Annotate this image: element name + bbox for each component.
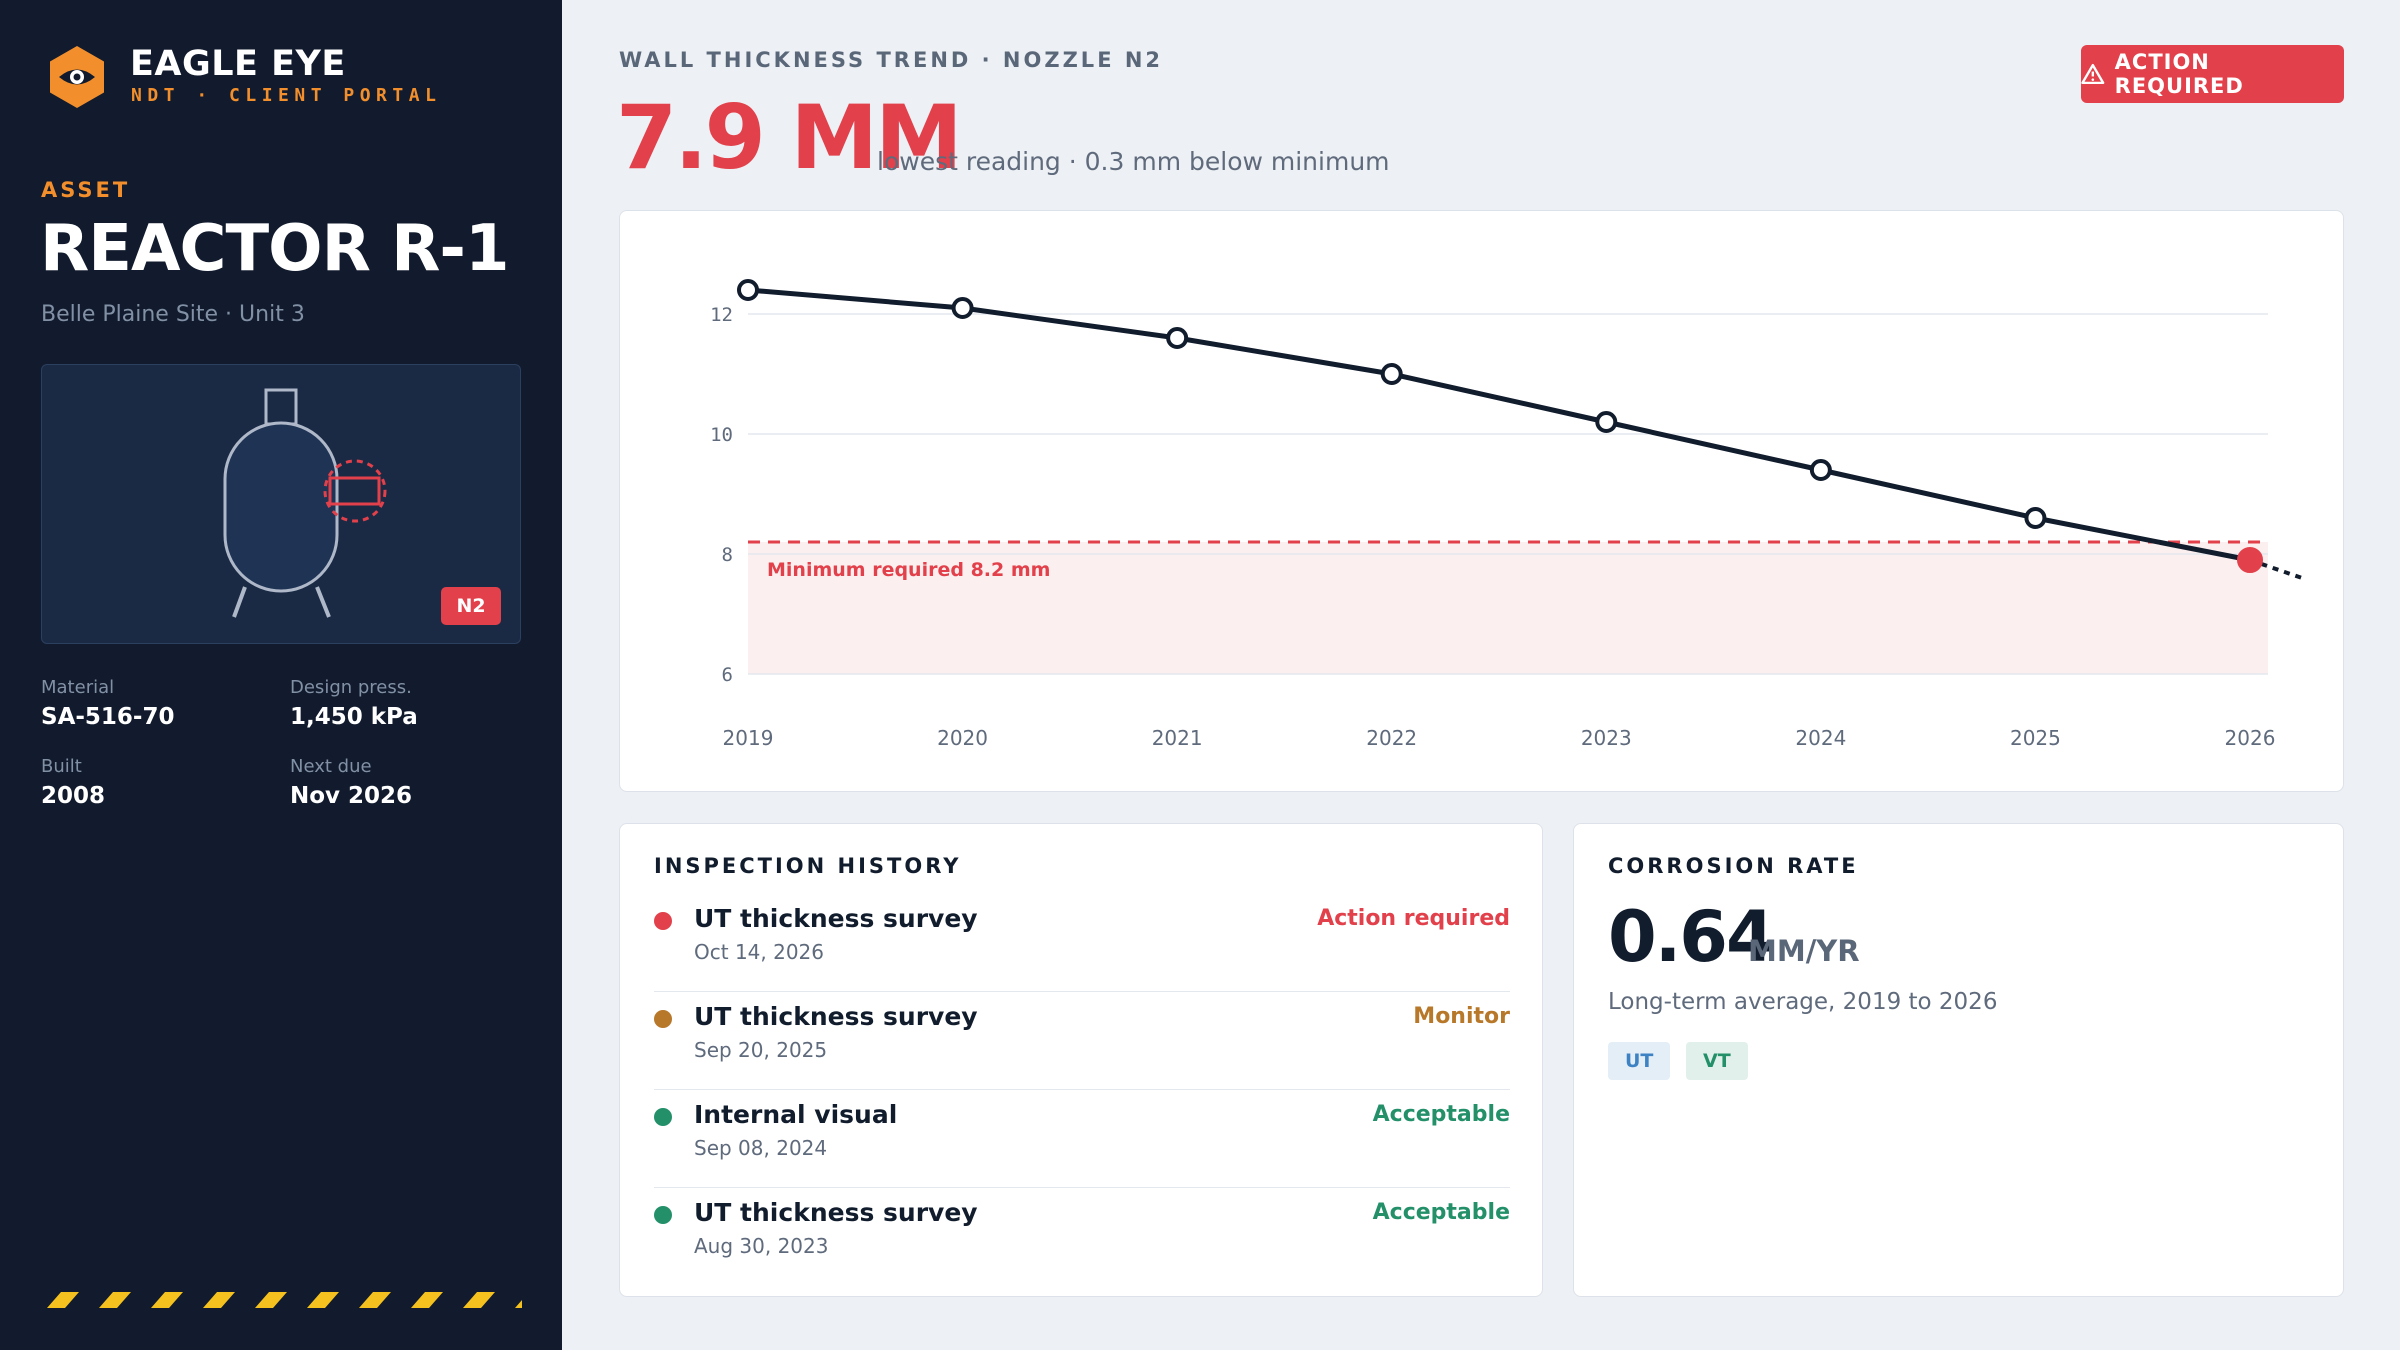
- spec-value: 2008: [41, 783, 106, 809]
- corrosion-rate-note: Long-term average, 2019 to 2026: [1608, 989, 1998, 1015]
- history-item[interactable]: UT thickness survey Sep 20, 2025 Monitor: [654, 992, 1510, 1090]
- data-point: [1166, 327, 1189, 349]
- reading-note: lowest reading · 0.3 mm below minimum: [877, 147, 1390, 176]
- asset-name: REACTOR R-1: [40, 212, 509, 286]
- history-item-title: Internal visual: [694, 1100, 898, 1129]
- divider: [654, 1187, 1510, 1188]
- data-point: [1380, 363, 1403, 385]
- corrosion-rate-value: 0.64: [1608, 896, 1775, 978]
- divider: [654, 1089, 1510, 1090]
- history-item-status: Acceptable: [1372, 1102, 1510, 1127]
- trend-label: WALL THICKNESS TREND · NOZZLE N2: [619, 48, 1164, 72]
- spec-label: Material: [41, 677, 115, 698]
- inspection-history-card: INSPECTION HISTORY UT thickness survey O…: [619, 823, 1543, 1297]
- history-item-date: Sep 08, 2024: [694, 1136, 828, 1160]
- spec-design-pressure: Design press. 1,450 kPa: [290, 677, 418, 730]
- history-item[interactable]: UT thickness survey Aug 30, 2023 Accepta…: [654, 1188, 1510, 1286]
- history-item-status: Acceptable: [1372, 1200, 1510, 1225]
- history-item-title: UT thickness survey: [694, 904, 978, 933]
- data-point: [2024, 507, 2047, 529]
- vessel-icon: [223, 388, 387, 618]
- brand-name: EAGLE EYE: [130, 44, 346, 84]
- asset-section-label: ASSET: [41, 178, 131, 202]
- history-item-date: Sep 20, 2025: [694, 1038, 828, 1062]
- history-title: INSPECTION HISTORY: [654, 854, 962, 878]
- hazard-stripe: [41, 1292, 522, 1308]
- history-item-title: UT thickness survey: [694, 1002, 978, 1031]
- history-item-status: Action required: [1317, 906, 1510, 931]
- spec-value: 1,450 kPa: [290, 704, 418, 730]
- thickness-trend-chart: 6 8 10 12 Minimum required 8.2 mm 2019 2020 202…: [710, 279, 2303, 750]
- history-item-date: Aug 30, 2023: [694, 1234, 829, 1258]
- action-required-button[interactable]: ACTION REQUIRED: [2081, 45, 2344, 103]
- nozzle-badge: N2: [441, 587, 501, 625]
- asset-site: Belle Plaine Site · Unit 3: [41, 302, 305, 327]
- y-tick-label: 12: [710, 304, 733, 326]
- status-dot: [654, 912, 672, 930]
- history-item-status: Monitor: [1413, 1004, 1510, 1029]
- y-tick-label: 8: [722, 544, 733, 566]
- spec-label: Next due: [290, 756, 372, 777]
- x-tick-label: 2024: [1795, 726, 1846, 750]
- status-dot: [654, 1010, 672, 1028]
- projection-line: [2249, 558, 2303, 580]
- method-tag-vt: VT: [1686, 1042, 1748, 1080]
- vessel-diagram: N2: [41, 364, 521, 644]
- threshold-label: Minimum required 8.2 mm: [767, 559, 1050, 581]
- x-tick-label: 2025: [2010, 726, 2061, 750]
- spec-next-due: Next due Nov 2026: [290, 756, 412, 809]
- spec-label: Design press.: [290, 677, 412, 698]
- brand-subtitle: NDT · CLIENT PORTAL: [131, 85, 442, 106]
- spec-value: SA-516-70: [41, 704, 175, 730]
- below-minimum-zone: [748, 542, 2268, 674]
- spec-value: Nov 2026: [290, 783, 413, 809]
- corrosion-rate-card: CORROSION RATE 0.64 MM/YR Long-term aver…: [1573, 823, 2344, 1297]
- data-point: [2237, 547, 2263, 573]
- warning-icon: [2081, 63, 2105, 85]
- history-item-title: UT thickness survey: [694, 1198, 978, 1227]
- thickness-series-line: [747, 287, 2251, 563]
- x-tick-label: 2019: [723, 726, 774, 750]
- history-item[interactable]: Internal visual Sep 08, 2024 Acceptable: [654, 1090, 1510, 1188]
- lowest-reading-value: 7.9 MM: [616, 86, 963, 189]
- x-tick-label: 2021: [1152, 726, 1203, 750]
- x-tick-label: 2020: [937, 726, 988, 750]
- y-tick-label: 10: [710, 424, 733, 446]
- history-item-date: Oct 14, 2026: [694, 940, 824, 964]
- x-tick-label: 2023: [1581, 726, 1632, 750]
- data-point: [737, 279, 759, 301]
- method-tag-ut: UT: [1608, 1042, 1671, 1080]
- corrosion-rate-unit: MM/YR: [1748, 934, 1860, 968]
- sidebar: EAGLE EYE NDT · CLIENT PORTAL ASSET REAC…: [0, 0, 562, 1350]
- data-point: [1809, 459, 1832, 481]
- corrosion-title: CORROSION RATE: [1608, 854, 1859, 878]
- eye-logo-icon: [50, 46, 104, 108]
- x-tick-label: 2022: [1366, 726, 1417, 750]
- divider: [654, 991, 1510, 992]
- spec-built: Built 2008: [41, 756, 105, 809]
- spec-label: Built: [41, 756, 82, 777]
- spec-material: Material SA-516-70: [41, 677, 174, 730]
- thickness-chart-card: 6 8 10 12 Minimum required 8.2 mm 2019 2020 202…: [619, 210, 2344, 792]
- status-dot: [654, 1108, 672, 1126]
- status-dot: [654, 1206, 672, 1224]
- x-tick-label: 2026: [2225, 726, 2276, 750]
- y-tick-label: 6: [722, 664, 733, 686]
- action-required-label: ACTION REQUIRED: [2114, 50, 2244, 98]
- data-point: [951, 297, 974, 319]
- data-point: [1595, 411, 1618, 433]
- history-item[interactable]: UT thickness survey Oct 14, 2026 Action …: [654, 894, 1510, 992]
